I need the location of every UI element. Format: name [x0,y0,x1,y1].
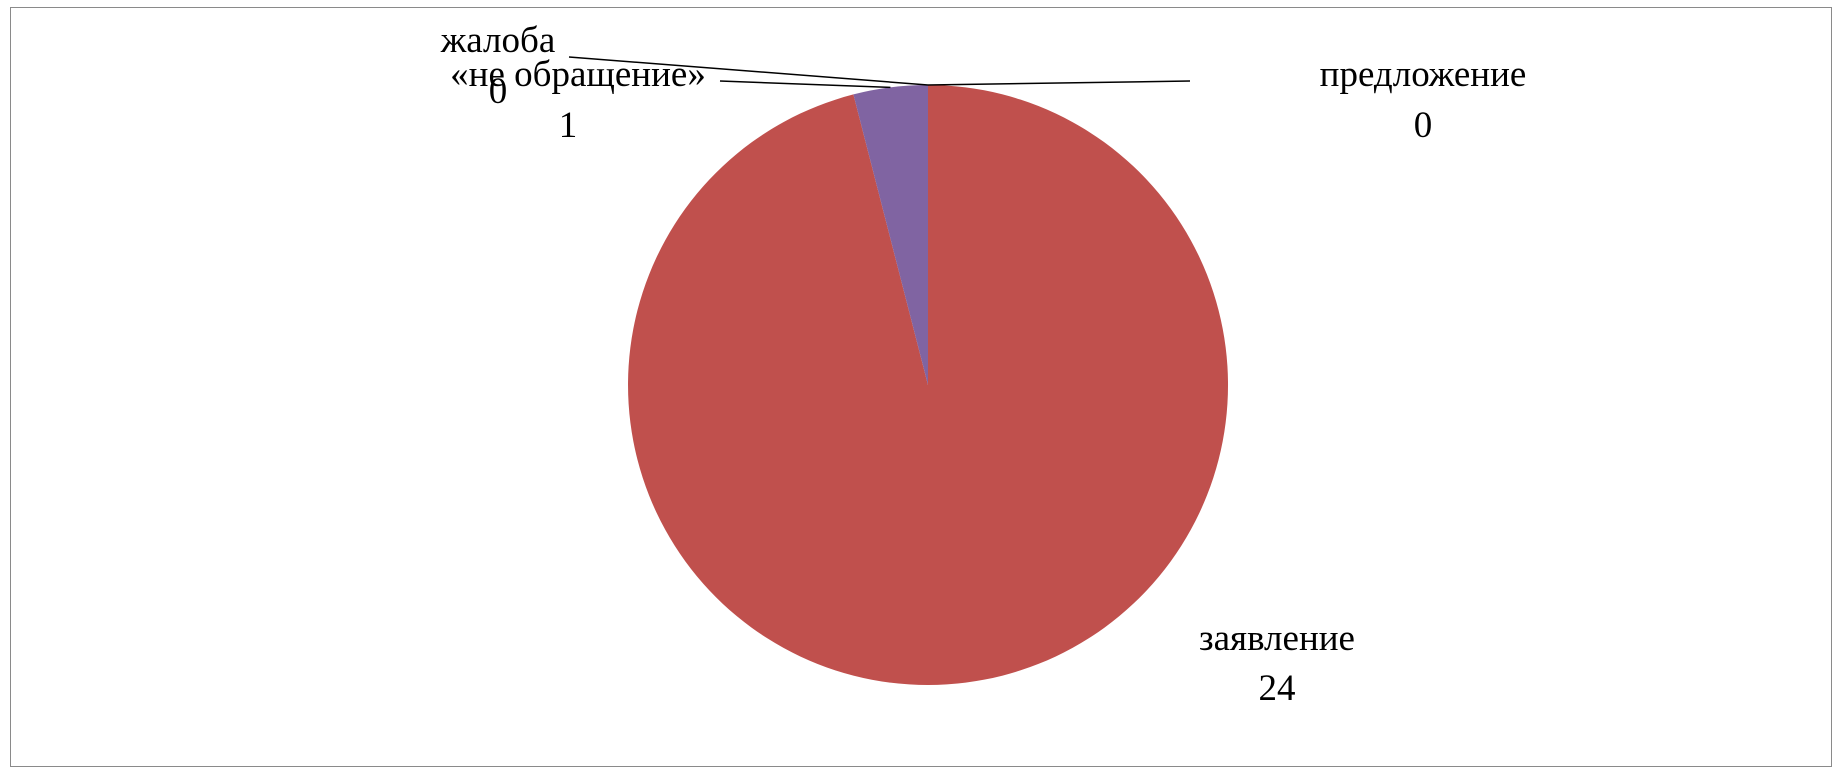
slice-label-ne-obrashchenie-name: «не обращение» [450,54,706,95]
slice-label-zayavlenie-value: 24 [1259,668,1296,709]
leader-line-предложение [927,80,1191,86]
slice-label-zhaloba-value: 0 [489,71,508,112]
pie-slice-заявление [628,85,1229,685]
slice-label-ne-obrashchenie-value: 1 [559,105,578,146]
leader-line-жалоба [568,56,929,86]
data-labels: предложение 0 заявление 24 «не обращение… [440,20,1527,709]
slice-label-predlozhenie-name: предложение [1320,54,1527,95]
slice-label-zayavlenie-name: заявление [1199,618,1355,659]
leader-lines [568,56,1191,89]
slice-label-predlozhenie-value: 0 [1414,105,1433,146]
leader-line-не-обращение [719,80,891,89]
pie-slice-не-обращение [853,85,928,385]
pie-slices [628,85,1229,685]
slice-label-zhaloba-name: жалоба [440,20,556,61]
